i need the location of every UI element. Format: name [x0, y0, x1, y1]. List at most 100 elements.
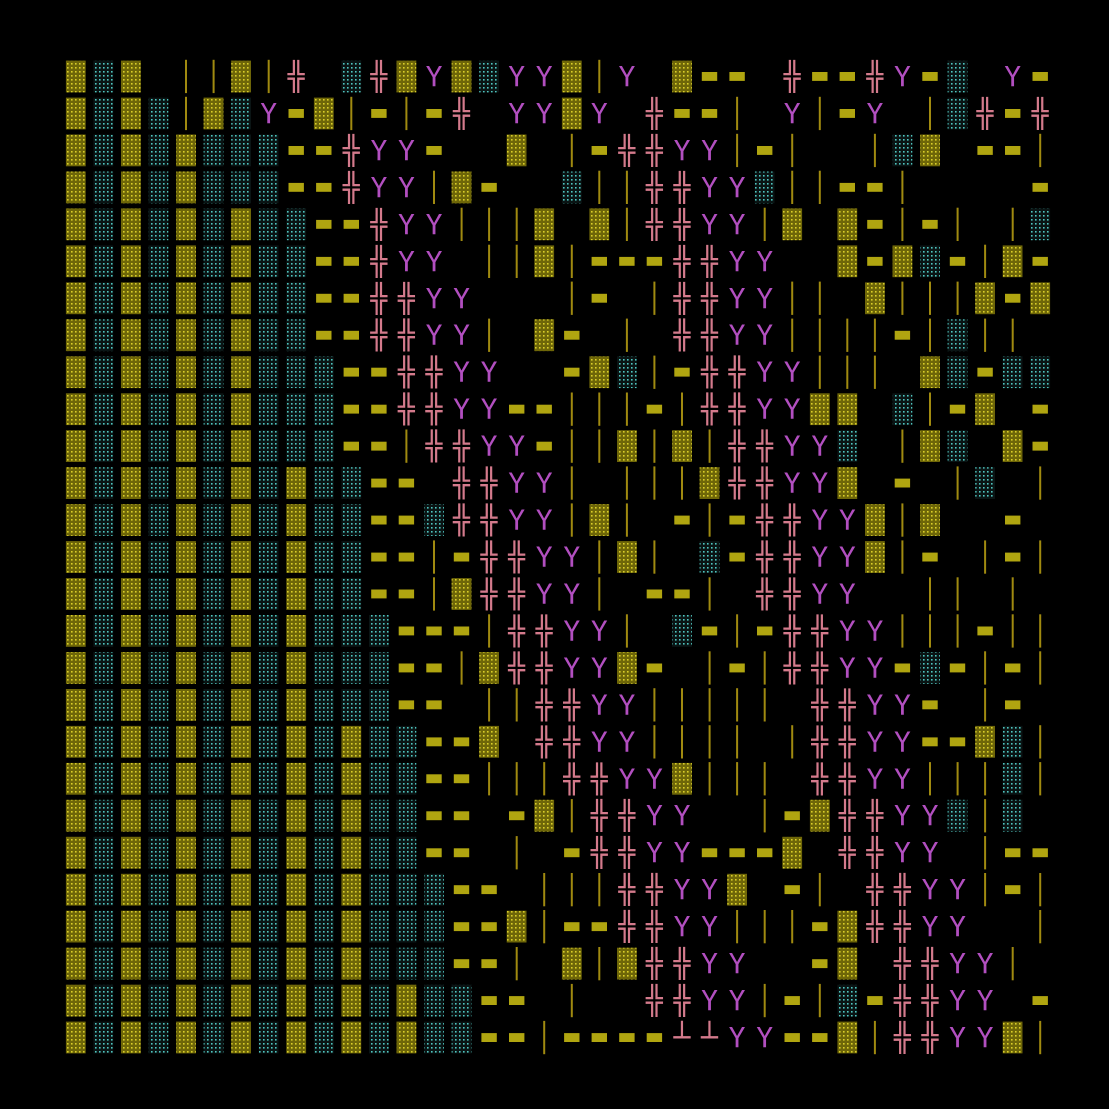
teal-dot-block — [424, 504, 444, 536]
teal-dot-block — [258, 689, 279, 721]
teal-dot-block — [369, 873, 389, 906]
bar-mark — [818, 873, 821, 907]
yellow-dot-block — [341, 984, 362, 1017]
dash-mark — [564, 330, 580, 340]
yellow-dot-block — [286, 873, 307, 906]
bar-mark — [736, 133, 739, 168]
teal-dot-block — [369, 762, 389, 795]
teal-dot-block — [947, 97, 968, 130]
teal-dot-block — [286, 393, 307, 426]
cross-glyph: ╬ — [507, 613, 526, 648]
teal-dot-block — [203, 282, 224, 315]
cross-glyph: ╬ — [783, 59, 802, 94]
teal-dot-block — [369, 615, 389, 647]
teal-dot-block — [203, 319, 224, 352]
y-glyph: Y — [784, 356, 801, 389]
yellow-dot-block — [231, 282, 251, 315]
dash-mark — [426, 109, 442, 118]
yellow-dot-block — [534, 208, 555, 241]
cross-glyph: ╬ — [397, 281, 416, 316]
yellow-dot-block — [286, 725, 307, 758]
teal-dot-block — [313, 504, 334, 536]
y-glyph: Y — [591, 614, 608, 647]
bar-mark — [763, 983, 766, 1018]
dash-mark — [646, 589, 663, 599]
yellow-dot-block — [231, 910, 251, 943]
dash-mark — [646, 1033, 663, 1042]
teal-dot-block — [313, 578, 334, 610]
teal-dot-block — [258, 984, 279, 1017]
cross-glyph: ╬ — [590, 798, 609, 833]
y-glyph: Y — [839, 541, 856, 574]
y-glyph: Y — [756, 245, 773, 278]
y-glyph: Y — [370, 171, 387, 204]
bar-mark — [791, 281, 794, 315]
bar-mark — [708, 725, 711, 759]
cross-glyph: ╬ — [700, 244, 719, 279]
dash-mark — [922, 552, 938, 562]
teal-dot-block — [1002, 356, 1023, 389]
cross-glyph: ╬ — [617, 909, 636, 944]
teal-dot-block — [313, 393, 334, 426]
bar-mark — [570, 281, 573, 315]
y-glyph: Y — [701, 208, 718, 241]
cross-glyph: ╬ — [921, 983, 940, 1018]
teal-dot-block — [396, 947, 417, 980]
cross-glyph: ╬ — [783, 577, 802, 612]
bar-mark — [846, 355, 849, 389]
teal-dot-block — [148, 689, 169, 721]
bar-mark — [956, 281, 959, 315]
teal-dot-block — [203, 393, 224, 426]
dash-mark — [591, 1033, 607, 1042]
yellow-dot-block — [561, 97, 582, 130]
dash-mark — [1032, 72, 1048, 81]
cross-glyph: ╬ — [507, 650, 526, 685]
yellow-dot-block — [65, 245, 86, 278]
teal-dot-block — [93, 245, 114, 278]
cross-glyph: ╬ — [397, 392, 416, 427]
bar-mark — [653, 725, 656, 759]
dash-mark — [481, 1033, 497, 1042]
dash-mark — [398, 663, 415, 673]
bar-mark — [736, 688, 739, 722]
bar-mark — [625, 614, 628, 648]
bar-mark — [488, 318, 491, 352]
dash-mark — [701, 72, 718, 81]
teal-dot-block — [396, 762, 417, 795]
bar-mark — [653, 466, 656, 500]
dash-mark — [371, 367, 387, 377]
teal-dot-block — [93, 1021, 114, 1054]
y-glyph: Y — [453, 282, 470, 315]
yellow-dot-block — [617, 541, 637, 573]
teal-dot-block — [258, 393, 279, 426]
cross-glyph: ╬ — [893, 872, 912, 907]
bar-mark — [570, 429, 573, 463]
yellow-dot-block — [341, 799, 362, 832]
teal-dot-block — [203, 799, 224, 832]
teal-dot-block — [148, 208, 169, 241]
yellow-dot-block — [231, 615, 251, 647]
teal-dot-block — [258, 615, 279, 647]
cross-glyph: ╬ — [893, 983, 912, 1018]
bar-mark — [653, 540, 656, 574]
dash-mark — [646, 663, 663, 673]
yellow-dot-block — [176, 134, 196, 167]
teal-dot-block — [369, 836, 389, 869]
y-glyph: Y — [756, 393, 773, 426]
yellow-dot-block — [121, 984, 141, 1017]
yellow-dot-block — [286, 504, 307, 536]
teal-dot-block — [148, 393, 169, 426]
bar-mark — [543, 910, 546, 944]
yellow-dot-block — [231, 541, 251, 573]
teal-dot-block — [892, 134, 913, 167]
bar-mark — [929, 318, 931, 352]
cross-glyph: ╬ — [700, 318, 719, 353]
cross-glyph: ╬ — [810, 724, 829, 759]
dash-mark — [729, 663, 745, 673]
teal-dot-block — [93, 208, 114, 241]
dash-mark — [1032, 996, 1048, 1005]
dash-mark — [729, 848, 745, 858]
teal-dot-block — [313, 799, 334, 832]
teal-dot-block — [148, 319, 169, 352]
cross-glyph: ╬ — [673, 170, 692, 205]
